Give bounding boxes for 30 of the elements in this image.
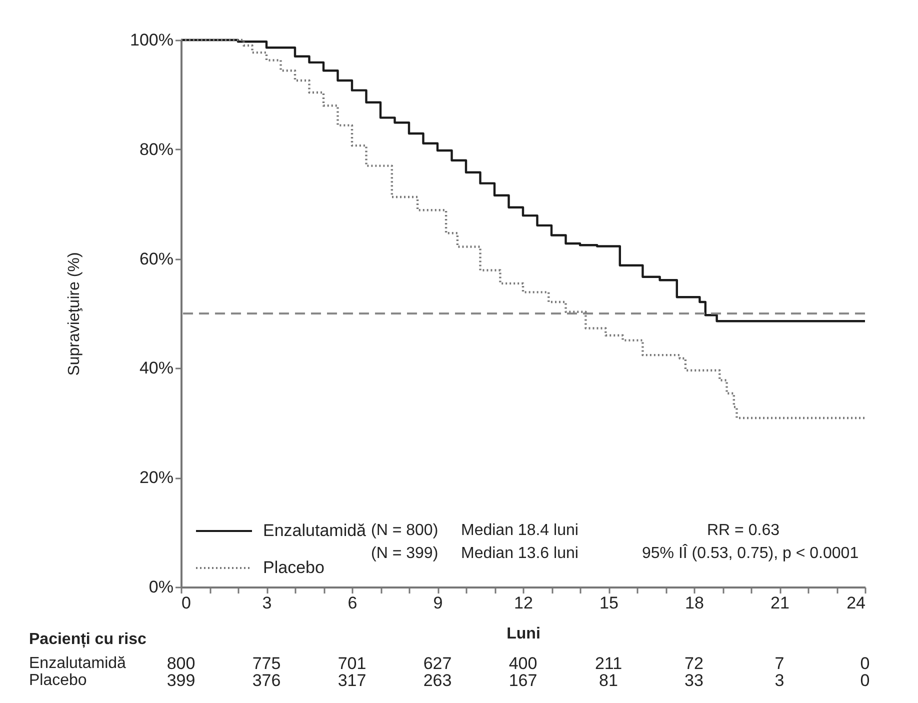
text: 399 376 317 263 167 81 33 3 0 [166,671,870,690]
y-tick-label: 40% [139,358,174,378]
x-tick-label: 21 [770,594,790,612]
x-tick-label: 15 [600,594,618,612]
legend-label: Enzalutamidă [263,521,367,540]
x-axis-title: Luni [506,626,540,642]
annotation: (N = 800) [371,522,438,539]
text: Pacienți cu risc [29,631,146,648]
x-tick-label: 12 [514,594,533,612]
x-tick-label: 24 [846,594,866,612]
text: 800 775 701 627 400 211 72 7 0 [166,654,870,673]
x-tick-label: 9 [433,594,443,612]
x-tick-label: 6 [348,594,358,612]
x-tick-label: 0 [182,594,191,612]
x-tick-label: 18 [685,594,704,612]
text: Placebo [29,672,87,689]
legend-label: Placebo [263,558,324,577]
text: Enzalutamidă [29,655,126,672]
y-tick-label: 100% [130,30,174,50]
x-tick-label: 3 [262,594,272,612]
y-tick-label: 60% [139,249,174,268]
annotation: RR = 0.63 [707,522,780,539]
annotation: 95% IÎ (0.53, 0.75), p < 0.0001 [642,544,859,562]
y-tick-label: 20% [139,468,174,488]
annotation: Median 18.4 luni [461,522,578,539]
annotation: (N = 399) [371,545,438,562]
y-axis-title: Supravieţuire (%) [66,252,84,376]
annotation: Median 13.6 luni [461,545,578,562]
y-tick-label: 80% [139,140,174,159]
y-tick-label: 0% [148,578,174,596]
